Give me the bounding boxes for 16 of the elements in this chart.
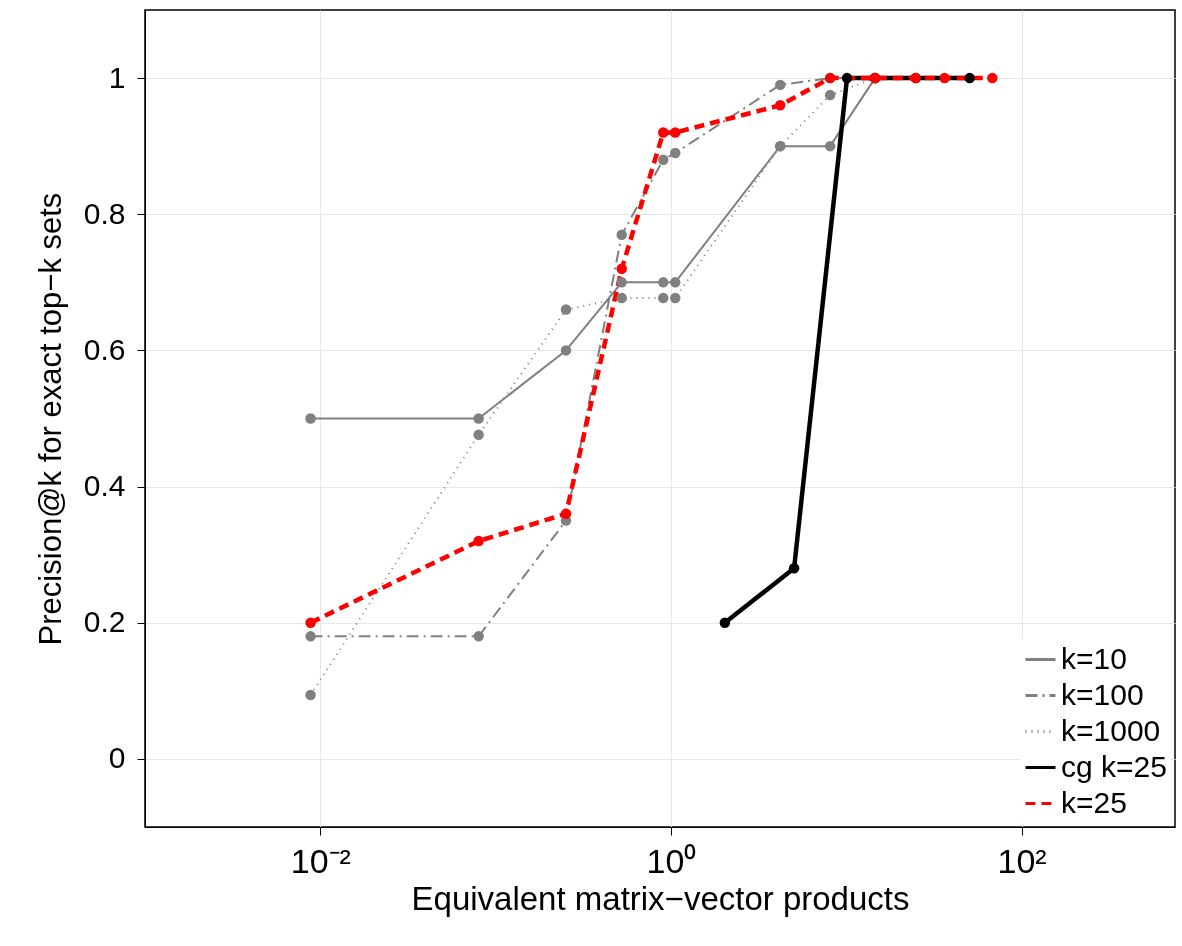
- y-tick-label: 0.6: [83, 332, 126, 366]
- y-tick-label: 0: [108, 741, 126, 775]
- legend-label: k=1000: [1061, 713, 1161, 747]
- x-tick-label: 10⁻²: [290, 841, 351, 880]
- legend-label: k=10: [1061, 641, 1127, 675]
- x-axis-title: Equivalent matrix−vector products: [411, 879, 910, 917]
- x-tick-label: 10²: [997, 841, 1047, 880]
- x-tick-label: 10⁰: [646, 841, 697, 880]
- legend-label: k=25: [1061, 785, 1127, 819]
- y-tick-label: 0.8: [83, 196, 126, 230]
- y-tick-label: 0.4: [83, 469, 126, 503]
- y-tick-label: 0.2: [83, 605, 126, 639]
- y-tick-label: 1: [108, 60, 126, 94]
- y-axis-title: Precision@k for exact top−k sets: [32, 192, 68, 646]
- legend-label: cg k=25: [1061, 749, 1167, 783]
- legend-label: k=100: [1061, 677, 1144, 711]
